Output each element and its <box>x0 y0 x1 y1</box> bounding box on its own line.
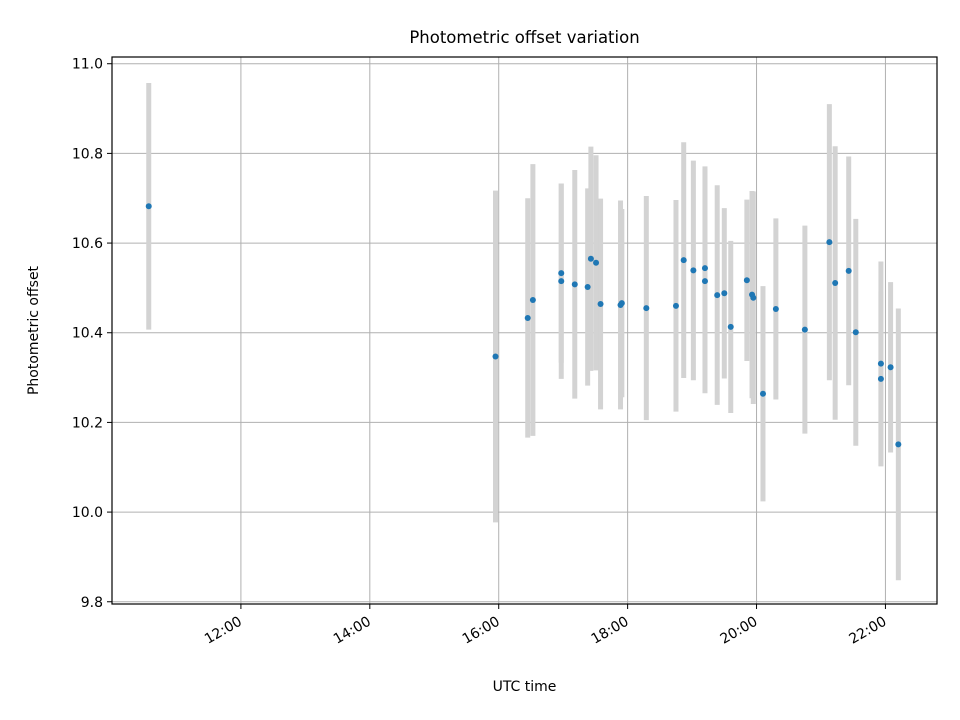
data-point <box>772 305 779 312</box>
data-point <box>529 297 536 304</box>
y-tick-label: 10.8 <box>72 146 103 162</box>
data-point <box>145 203 152 210</box>
data-point <box>587 255 594 262</box>
plot-area-frame <box>111 56 938 605</box>
data-point <box>492 353 499 360</box>
data-points <box>145 203 902 448</box>
data-point <box>584 284 591 291</box>
data-point <box>593 259 600 266</box>
data-point <box>727 323 734 330</box>
data-point <box>750 294 757 301</box>
y-axis-ticks: 9.8 10.0 10.2 10.4 10.6 10.8 11.0 <box>72 57 112 611</box>
data-point <box>887 364 894 371</box>
y-axis-label: Photometric offset <box>26 265 42 395</box>
y-tick-label: 9.8 <box>81 595 103 611</box>
data-point <box>524 314 531 321</box>
y-tick-label: 10.0 <box>72 505 103 521</box>
data-point <box>801 326 808 333</box>
x-axis-label: UTC time <box>493 679 557 695</box>
y-tick-label: 10.2 <box>72 415 103 431</box>
data-point <box>558 270 565 277</box>
chart-title: Photometric offset variation <box>409 28 639 47</box>
data-point <box>832 279 839 286</box>
data-point <box>852 329 859 336</box>
data-point <box>597 301 604 308</box>
data-point <box>701 265 708 272</box>
y-tick-label: 11.0 <box>72 57 103 73</box>
data-point <box>701 278 708 285</box>
y-tick-label: 10.4 <box>72 326 103 342</box>
data-point <box>714 292 721 299</box>
data-point <box>571 281 578 288</box>
data-point <box>690 267 697 274</box>
grid-lines <box>112 57 937 604</box>
data-point <box>877 360 884 367</box>
data-point <box>743 277 750 284</box>
data-point <box>895 441 902 448</box>
data-point <box>759 390 766 397</box>
y-tick-label: 10.6 <box>72 236 103 252</box>
data-point <box>845 267 852 274</box>
data-point <box>680 257 687 264</box>
data-point <box>643 305 650 312</box>
data-point <box>826 239 833 246</box>
data-point <box>558 278 565 285</box>
data-point <box>672 302 679 309</box>
data-point <box>877 375 884 382</box>
data-point <box>618 300 625 307</box>
data-point <box>721 290 728 297</box>
